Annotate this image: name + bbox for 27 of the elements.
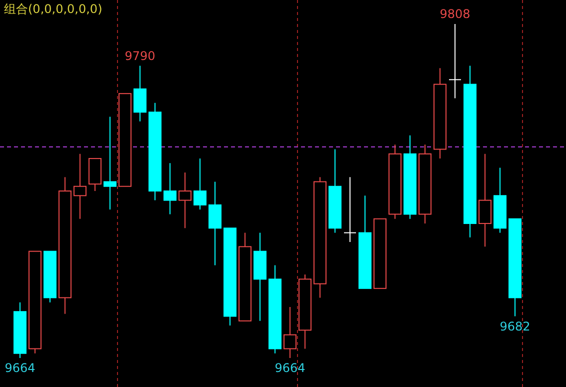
- annotation: 9808: [440, 7, 470, 21]
- candlestick: [164, 162, 176, 215]
- candlestick: [74, 153, 86, 220]
- candlestick: [328, 148, 342, 234]
- annotation: 9664: [4, 361, 36, 375]
- candlestick: [478, 153, 492, 248]
- candlestick: [134, 65, 146, 122]
- candlestick: [344, 176, 356, 243]
- candlestick: [58, 176, 72, 314]
- candlestick: [268, 264, 282, 354]
- candlestick: [464, 65, 476, 238]
- candlestick: [208, 181, 222, 266]
- candlestick: [148, 102, 162, 201]
- candlestick: [418, 144, 432, 224]
- candlestick: [284, 306, 296, 358]
- annotation: 9790: [124, 48, 156, 63]
- annotation: 9682: [500, 319, 530, 334]
- candlestick: [448, 24, 462, 99]
- candlestick: [434, 68, 446, 160]
- annotation: 9664: [274, 361, 306, 375]
- candlestick: [178, 172, 192, 229]
- candlestick: [254, 232, 266, 322]
- candlestick: [104, 116, 116, 210]
- candlestick: [494, 167, 506, 234]
- chart-title: 组合(0,0,0,0,0,0): [4, 2, 102, 16]
- candlestick: [388, 144, 402, 220]
- candlestick: [404, 134, 416, 220]
